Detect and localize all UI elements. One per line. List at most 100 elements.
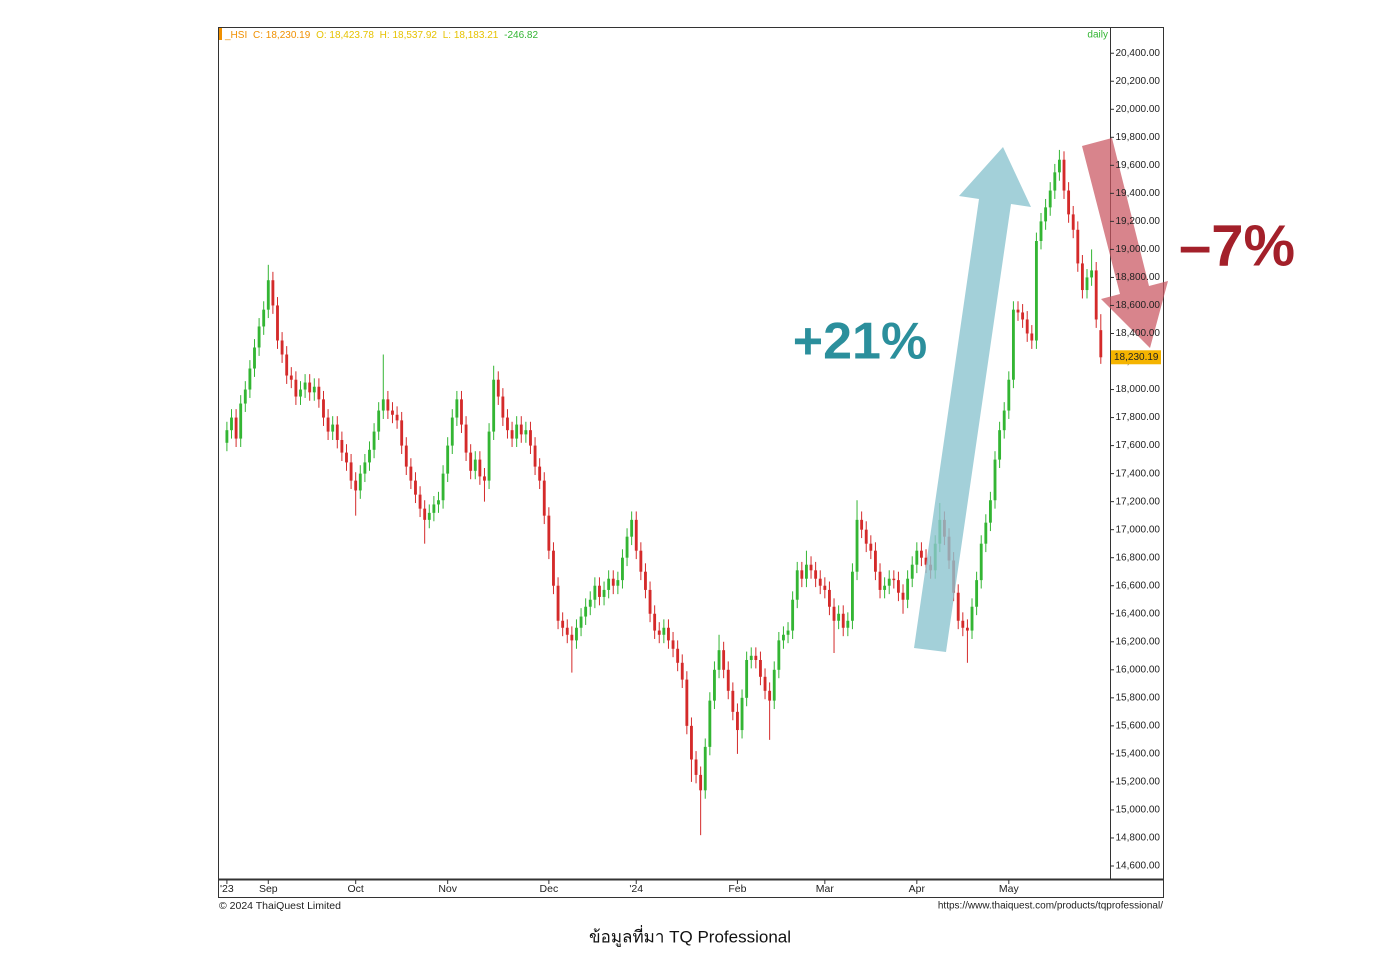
candle-body xyxy=(874,550,877,572)
candle-body xyxy=(225,430,229,443)
gain-annotation: +21% xyxy=(793,313,927,371)
candle-body xyxy=(878,571,882,590)
candle-body xyxy=(795,570,799,600)
close-info: C: 18,230.19 xyxy=(253,30,311,41)
candle-body xyxy=(1090,270,1094,278)
candle-body xyxy=(524,430,528,435)
candle-body xyxy=(749,655,753,660)
candle-body xyxy=(547,515,551,551)
candle-body xyxy=(860,519,864,530)
candle-body xyxy=(1057,159,1061,173)
candle-body xyxy=(395,414,399,421)
candle-body xyxy=(694,759,698,775)
candle-body xyxy=(354,480,358,491)
x-tick-label: Sep xyxy=(259,883,278,895)
y-tick-label: 17,400.00 xyxy=(1116,468,1161,479)
candle-body xyxy=(312,386,316,393)
candle-body xyxy=(552,550,555,586)
candle-body xyxy=(809,564,813,571)
candle-body xyxy=(243,389,247,404)
candle-body xyxy=(460,399,463,425)
candle-body xyxy=(602,589,606,597)
candle-body xyxy=(722,650,726,670)
open-info: O: 18,423.78 xyxy=(316,30,374,41)
candle-body xyxy=(368,449,371,463)
candle-body xyxy=(956,592,960,621)
candle-body xyxy=(381,399,385,411)
candle-body xyxy=(1002,410,1006,431)
candle-body xyxy=(1034,241,1038,341)
candle-body xyxy=(276,305,279,341)
candle-body xyxy=(1048,190,1052,208)
y-tick-label: 18,600.00 xyxy=(1116,300,1161,311)
candle-body xyxy=(965,627,969,631)
candle-body xyxy=(906,578,910,600)
candle-body xyxy=(579,616,583,628)
candle-body xyxy=(253,347,256,369)
candle-body xyxy=(901,592,905,600)
y-tick-label: 15,800.00 xyxy=(1116,692,1161,703)
y-tick-label: 19,600.00 xyxy=(1116,160,1161,171)
candle-body xyxy=(1099,330,1103,358)
candle-body xyxy=(786,630,790,635)
candle-body xyxy=(1007,379,1011,411)
y-tick-label: 15,600.00 xyxy=(1116,720,1161,731)
candle-body xyxy=(777,640,781,670)
candle-body xyxy=(510,430,514,439)
symbol-marker xyxy=(219,28,222,40)
candle-body xyxy=(662,627,666,635)
candle-body xyxy=(446,445,450,474)
candle-body xyxy=(745,659,749,698)
loss-annotation: –7% xyxy=(1179,213,1295,278)
candle-body xyxy=(832,606,836,621)
candle-body xyxy=(648,589,652,614)
down-arrow xyxy=(1082,138,1168,348)
candle-body xyxy=(432,504,436,513)
y-tick-label: 17,200.00 xyxy=(1116,496,1161,507)
candle-body xyxy=(326,417,330,432)
y-tick-label: 19,800.00 xyxy=(1116,132,1161,143)
candle-body xyxy=(496,379,500,397)
candle-body xyxy=(814,570,818,579)
candle-body xyxy=(239,403,243,439)
candle-body xyxy=(345,452,348,463)
candle-body xyxy=(726,669,730,691)
candle-body xyxy=(570,634,574,641)
last-price-marker xyxy=(1111,350,1161,365)
candle-body xyxy=(988,500,992,523)
candle-body xyxy=(915,550,919,565)
y-tick-label: 18,400.00 xyxy=(1116,328,1161,339)
candle-body xyxy=(409,466,413,481)
candle-body xyxy=(427,512,431,520)
source-url: https://www.thaiquest.com/products/tqpro… xyxy=(938,901,1163,912)
candle-body xyxy=(377,410,381,432)
candle-body xyxy=(634,519,638,551)
candle-body xyxy=(984,522,988,544)
candle-body xyxy=(1016,309,1020,313)
candle-body xyxy=(515,424,519,439)
candle-body xyxy=(961,620,965,628)
candle-body xyxy=(616,580,620,586)
candle-body xyxy=(593,585,597,600)
candle-body xyxy=(1085,277,1089,291)
candle-body xyxy=(644,571,647,590)
candle-body xyxy=(280,340,284,355)
candle-body xyxy=(846,620,850,628)
candle-body xyxy=(303,382,307,390)
candle-body xyxy=(800,570,804,579)
interval: daily xyxy=(1087,30,1108,41)
candle-body xyxy=(1053,172,1057,191)
candle-body xyxy=(308,382,312,393)
low-info: L: 18,183.21 xyxy=(443,30,499,41)
candle-body xyxy=(506,417,509,431)
candle-body xyxy=(910,564,914,579)
candle-body xyxy=(883,585,887,590)
candle-body xyxy=(441,473,445,501)
candle-body xyxy=(487,431,491,481)
candle-body xyxy=(621,557,624,581)
candle-body xyxy=(740,697,744,731)
candle-body xyxy=(630,519,634,537)
candle-body xyxy=(533,445,537,467)
y-tick-label: 19,000.00 xyxy=(1116,244,1161,255)
candle-body xyxy=(828,589,831,607)
